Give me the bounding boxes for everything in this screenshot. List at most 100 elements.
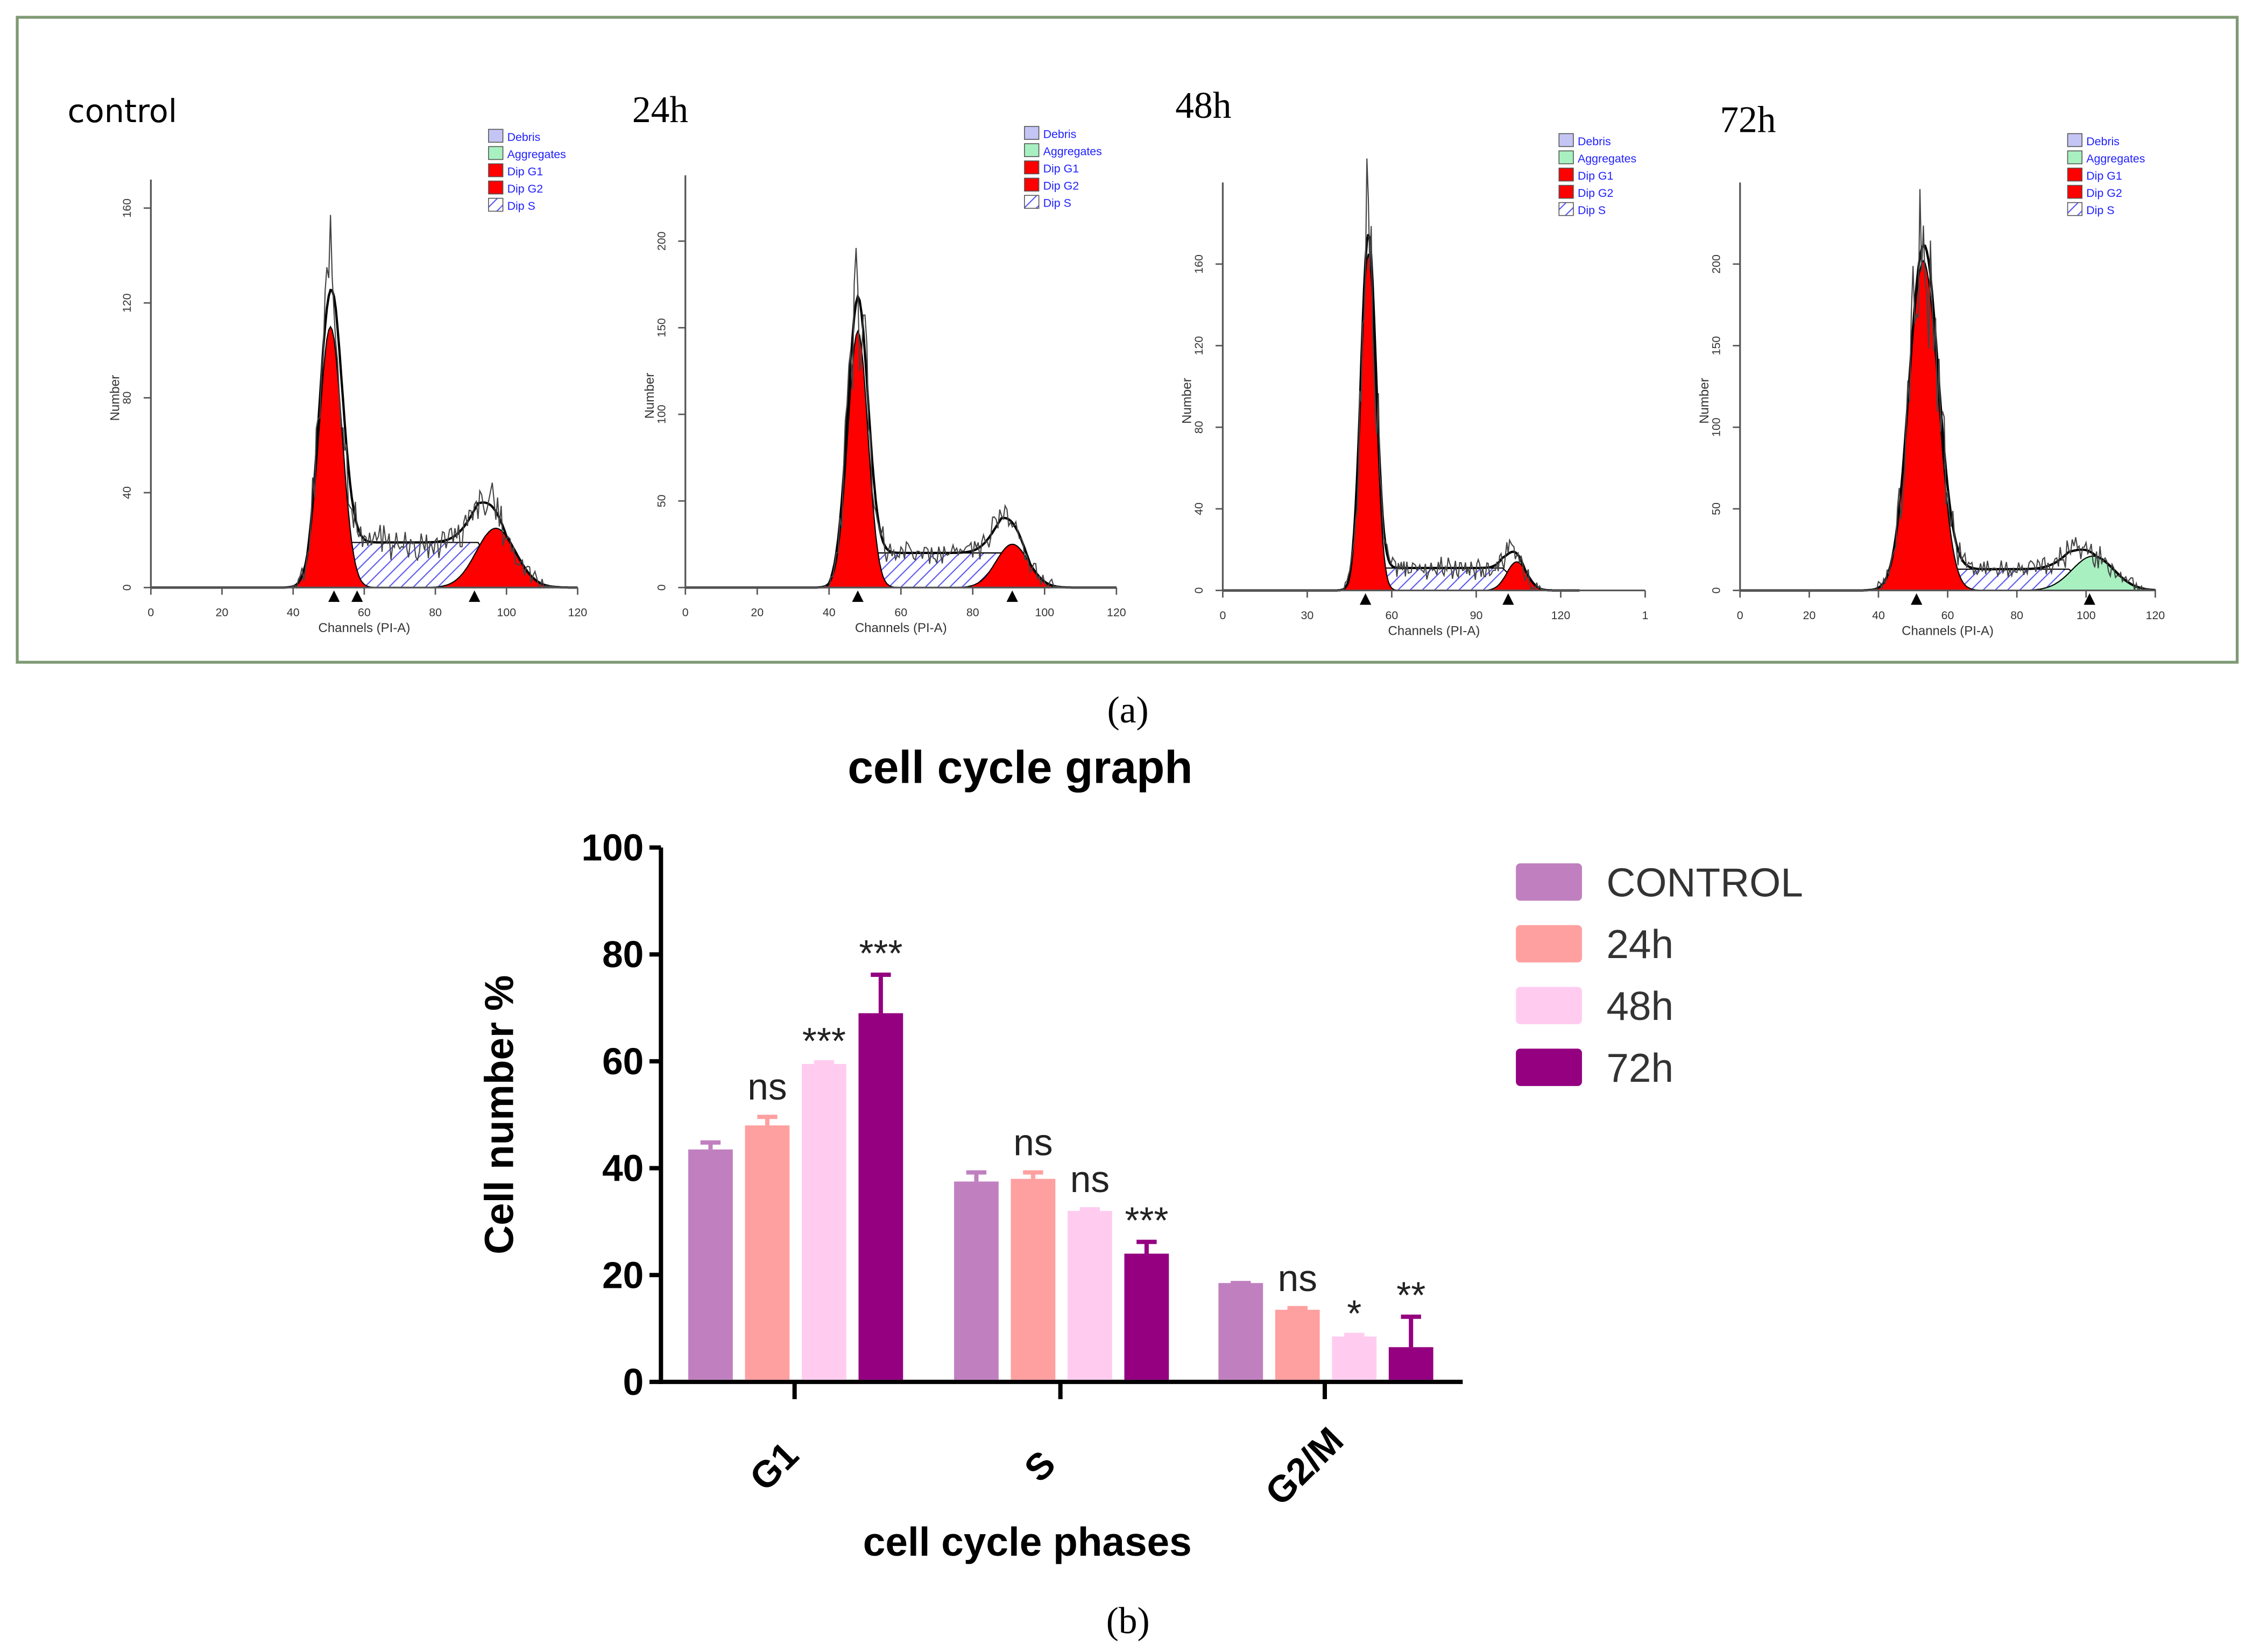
y-tick-label: 100	[655, 405, 668, 424]
legend-swatch	[488, 129, 504, 143]
dip-g1-area	[1740, 259, 2156, 591]
significance-label: ns	[1013, 1121, 1053, 1163]
y-tick-label: 200	[1710, 254, 1722, 274]
x-tick-label: 0	[1219, 609, 1226, 622]
legend-label: Dip G2	[1578, 187, 1613, 200]
peak-marker-icon	[351, 590, 363, 602]
category-label-G1: G1	[741, 1434, 807, 1499]
histogram-72h: 72h 0 20 40 60 80 100 120 0 50 100 150 200 Channels (…	[1697, 100, 2165, 639]
legend-label: Debris	[507, 131, 541, 144]
bar-48h-S	[1068, 1211, 1112, 1380]
legend-swatch	[1024, 160, 1040, 174]
legend-label: Dip G1	[1043, 162, 1079, 175]
legend-label: Dip G2	[2086, 187, 2122, 200]
bar-y-tick-label: 20	[602, 1254, 644, 1296]
y-tick-label: 150	[1710, 336, 1722, 356]
model-fit-line	[685, 293, 1117, 589]
x-tick-label: 80	[966, 606, 979, 619]
x-tick-label: 0	[1737, 609, 1743, 622]
legend-swatch	[1024, 178, 1040, 192]
significance-label: *	[1347, 1292, 1361, 1334]
x-tick-label: 60	[358, 606, 371, 619]
legend-label: Dip S	[1578, 204, 1606, 217]
legend-swatch	[2067, 185, 2083, 199]
y-axis-label: Number	[108, 375, 123, 421]
y-tick-label: 0	[655, 584, 668, 591]
y-tick-label: 40	[1192, 502, 1205, 515]
legend-swatch	[488, 180, 504, 195]
histogram-title: 48h	[1175, 85, 1231, 126]
legend-label: Aggregates	[1578, 152, 1636, 165]
significance-label: ***	[1125, 1200, 1168, 1242]
legend-label: Dip S	[2086, 204, 2114, 217]
x-tick-label: 0	[682, 606, 689, 619]
bar-24h-G2/M	[1275, 1309, 1320, 1380]
significance-label: ns	[1278, 1257, 1317, 1299]
x-tick-label: 40	[1872, 609, 1885, 622]
x-tick-label: 30	[1301, 609, 1314, 622]
significance-label: ***	[802, 1020, 846, 1062]
legend-swatch	[2067, 167, 2083, 182]
legend-swatch-72h	[1516, 1048, 1582, 1086]
x-axis-label: Channels (PI-A)	[855, 621, 947, 635]
y-tick-label: 0	[1710, 587, 1722, 594]
legend-swatch-CONTROL	[1516, 863, 1582, 901]
y-tick-label: 50	[655, 494, 668, 507]
legend-label: Dip G1	[2086, 169, 2122, 182]
y-tick-label: 160	[1192, 254, 1205, 274]
legend-swatch-48h	[1516, 987, 1582, 1024]
x-axis-label: Channels (PI-A)	[1388, 623, 1480, 638]
x-tick-label: 60	[1386, 609, 1399, 622]
x-tick-label: 60	[894, 606, 907, 619]
legend-swatch	[1024, 143, 1040, 157]
significance-label: ns	[747, 1066, 787, 1108]
bar-y-tick-label: 0	[623, 1361, 644, 1403]
y-tick-label: 200	[655, 231, 668, 251]
y-tick-label: 50	[1710, 502, 1722, 515]
y-axis-label: Number	[1180, 378, 1195, 423]
bar-72h-G2/M	[1388, 1347, 1433, 1380]
histogram-24h: 24h 0 20 40 60 80 100 120 0 50 100 150 200 Channels (…	[632, 89, 1126, 635]
significance-label: ***	[859, 932, 902, 974]
bar-y-tick-label: 100	[581, 827, 644, 869]
bar-CONTROL-G1	[688, 1149, 733, 1380]
bar-48h-G2/M	[1332, 1336, 1377, 1380]
x-tick-label: 120	[1107, 606, 1126, 619]
x-tick-label: 20	[216, 606, 229, 619]
legend-swatch	[1024, 195, 1040, 209]
x-tick-label: 20	[751, 606, 764, 619]
peak-marker-icon	[1502, 593, 1514, 605]
legend-label: Debris	[1043, 127, 1077, 140]
raw-histogram-line	[1223, 158, 1580, 591]
panel-a-frame	[16, 16, 2239, 664]
x-tick-label: 40	[287, 606, 300, 619]
legend-swatch	[488, 146, 504, 160]
bar-y-tick-label: 60	[602, 1040, 644, 1082]
bar-y-tick-label: 40	[602, 1147, 644, 1189]
y-axis-label: Number	[642, 373, 657, 419]
peak-marker-icon	[1359, 593, 1372, 605]
legend-label: Dip G1	[1578, 169, 1613, 182]
bar-y-axis-label: Cell number %	[476, 975, 521, 1254]
histogram-title: 24h	[632, 89, 688, 131]
legend-label: Dip G1	[507, 165, 543, 178]
x-tick-label: 100	[497, 606, 516, 619]
legend-label-24h: 24h	[1606, 921, 1673, 967]
significance-label: ns	[1070, 1158, 1110, 1200]
legend-swatch	[1558, 133, 1574, 147]
legend-label: Aggregates	[2086, 152, 2145, 165]
y-tick-label: 0	[1192, 587, 1205, 594]
y-tick-label: 120	[121, 293, 133, 313]
y-tick-label: 40	[121, 486, 133, 499]
legend-label: Dip G2	[1043, 180, 1079, 193]
x-tick-label: 120	[1551, 609, 1571, 622]
y-tick-label: 0	[121, 584, 133, 591]
legend-swatch	[1558, 202, 1574, 216]
y-axis-label: Number	[1697, 378, 1712, 423]
histogram-control: control 0 20 40 60 80 100 120 0 40 80 120 160 Channel…	[68, 93, 588, 635]
histogram-title: 72h	[1720, 100, 1776, 141]
bar-x-axis-label: cell cycle phases	[863, 1519, 1192, 1564]
y-tick-label: 100	[1710, 417, 1722, 437]
y-tick-label: 80	[1192, 421, 1205, 434]
legend-label-48h: 48h	[1606, 983, 1673, 1029]
